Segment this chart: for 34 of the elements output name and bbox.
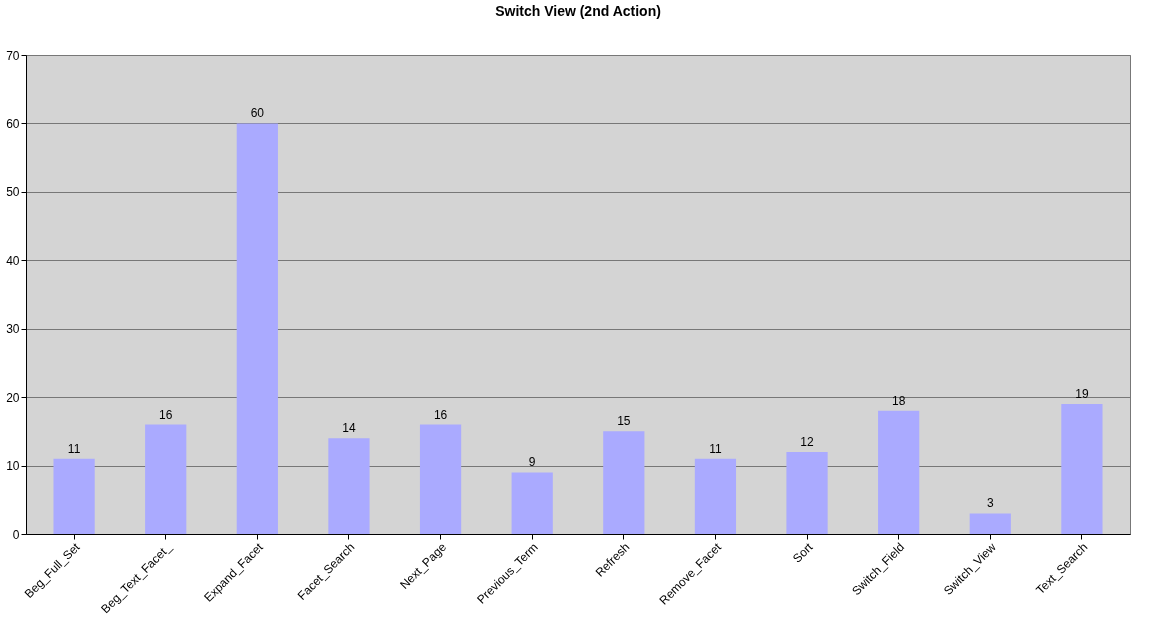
- bar: [328, 438, 370, 534]
- data-label: 3: [986, 496, 994, 511]
- data-label: 11: [67, 441, 81, 456]
- bar: [236, 123, 278, 534]
- bar: [786, 451, 828, 534]
- data-label: 11: [709, 441, 722, 456]
- data-label: 14: [342, 421, 356, 436]
- y-tick-label: 10: [6, 459, 20, 474]
- y-tick-label: 0: [12, 527, 20, 542]
- y-tick-label: 60: [6, 116, 20, 131]
- data-label: 15: [617, 414, 631, 429]
- bar: [145, 424, 187, 534]
- bar: [511, 472, 553, 534]
- data-label: 16: [433, 407, 448, 422]
- data-label: 16: [159, 407, 173, 422]
- bar: [878, 410, 920, 534]
- data-label: 9: [528, 455, 536, 470]
- data-label: 60: [250, 106, 265, 121]
- x-tick-label: Sort: [790, 539, 816, 566]
- bar: [53, 458, 95, 534]
- bar: [694, 458, 737, 534]
- y-tick-label: 50: [6, 185, 20, 200]
- bar: [1061, 403, 1103, 534]
- chart-title: Switch View (2nd Action): [495, 3, 661, 19]
- y-tick-label: 30: [6, 322, 20, 337]
- data-label: 12: [800, 434, 815, 449]
- y-tick-label: 70: [6, 48, 20, 63]
- bar: [603, 431, 645, 534]
- data-label: 18: [891, 393, 906, 408]
- y-tick-label: 40: [6, 253, 20, 268]
- y-tick-label: 20: [6, 390, 20, 405]
- bar: [969, 513, 1011, 534]
- data-label: 19: [1075, 386, 1089, 401]
- bar: [419, 424, 462, 534]
